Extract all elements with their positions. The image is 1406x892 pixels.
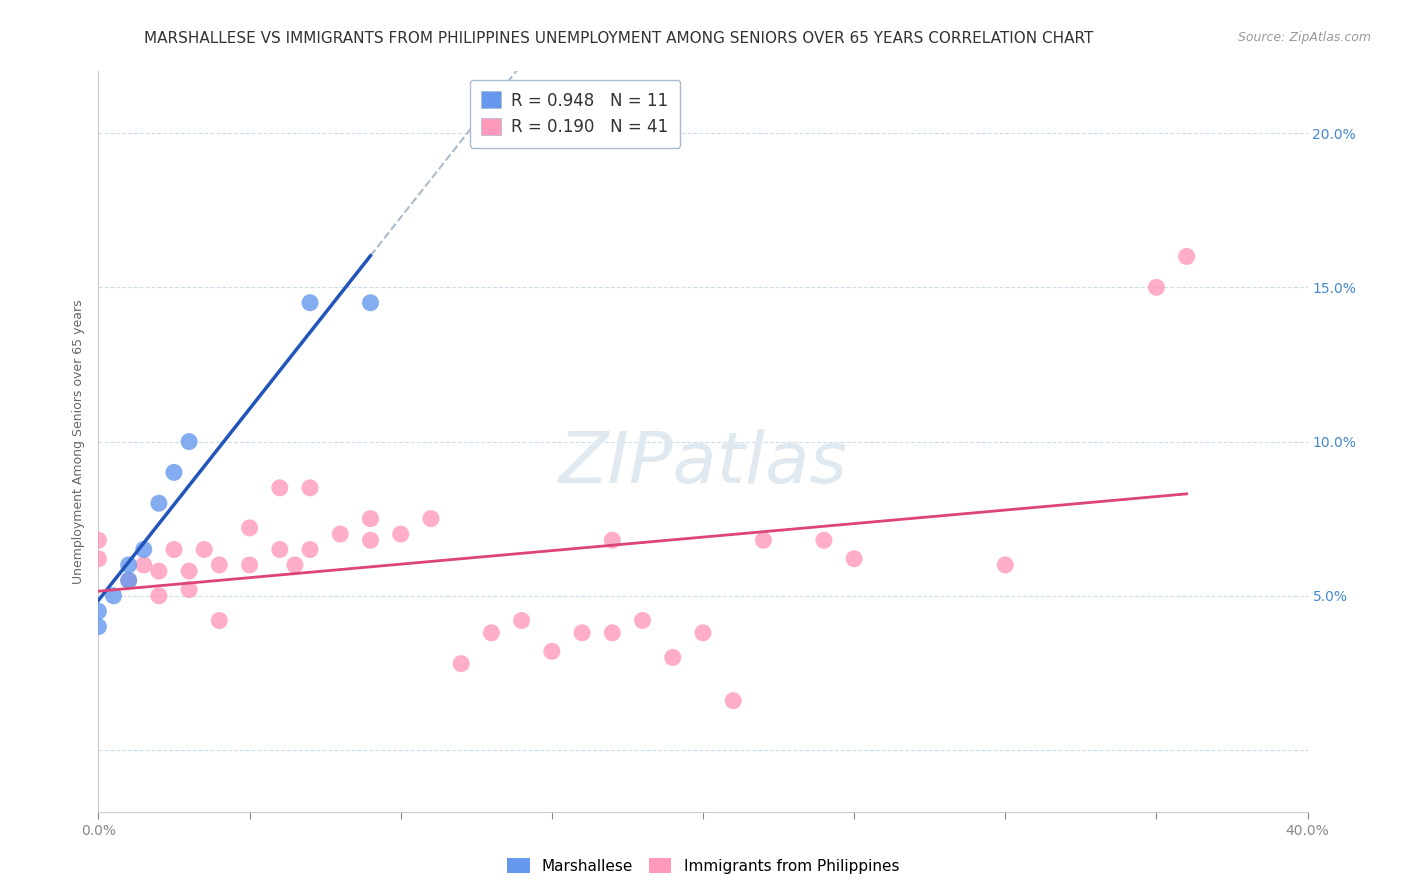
Point [329,527,352,541]
Point [118,558,141,572]
Point [510,614,533,628]
Point [118,574,141,588]
Point [118,574,141,588]
Point [299,295,322,310]
Y-axis label: Unemployment Among Seniors over 65 years: Unemployment Among Seniors over 65 years [72,299,86,584]
Point [571,625,593,640]
Point [1175,250,1198,264]
Point [299,542,322,557]
Point [360,295,382,310]
Point [813,533,835,548]
Point [87,619,110,633]
Point [389,527,412,541]
Point [148,589,170,603]
Point [631,614,654,628]
Legend: R = 0.948   N = 11, R = 0.190   N = 41: R = 0.948 N = 11, R = 0.190 N = 41 [470,79,681,148]
Point [179,564,201,578]
Point [193,542,215,557]
Point [540,644,562,658]
Point [103,589,125,603]
Point [132,558,155,572]
Point [132,542,155,557]
Point [239,558,262,572]
Point [179,582,201,597]
Text: Source: ZipAtlas.com: Source: ZipAtlas.com [1237,31,1371,45]
Point [87,604,110,618]
Point [269,542,291,557]
Point [148,496,170,510]
Point [239,521,262,535]
Point [87,533,110,548]
Point [208,558,231,572]
Point [692,625,714,640]
Point [208,614,231,628]
Point [661,650,683,665]
Point [148,564,170,578]
Point [87,551,110,566]
Point [360,511,382,525]
Point [299,481,322,495]
Text: MARSHALLESE VS IMMIGRANTS FROM PHILIPPINES UNEMPLOYMENT AMONG SENIORS OVER 65 YE: MARSHALLESE VS IMMIGRANTS FROM PHILIPPIN… [143,31,1094,46]
Point [163,466,186,480]
Point [179,434,201,449]
Legend: Marshallese, Immigrants from Philippines: Marshallese, Immigrants from Philippines [501,852,905,880]
Point [602,625,624,640]
Point [163,542,186,557]
Point [284,558,307,572]
Point [450,657,472,671]
Point [994,558,1017,572]
Point [602,533,624,548]
Point [360,533,382,548]
Point [420,511,443,525]
Point [1144,280,1167,294]
Point [481,625,503,640]
Point [269,481,291,495]
Text: ZIPatlas: ZIPatlas [558,429,848,499]
Point [723,694,745,708]
Point [752,533,775,548]
Point [844,551,866,566]
